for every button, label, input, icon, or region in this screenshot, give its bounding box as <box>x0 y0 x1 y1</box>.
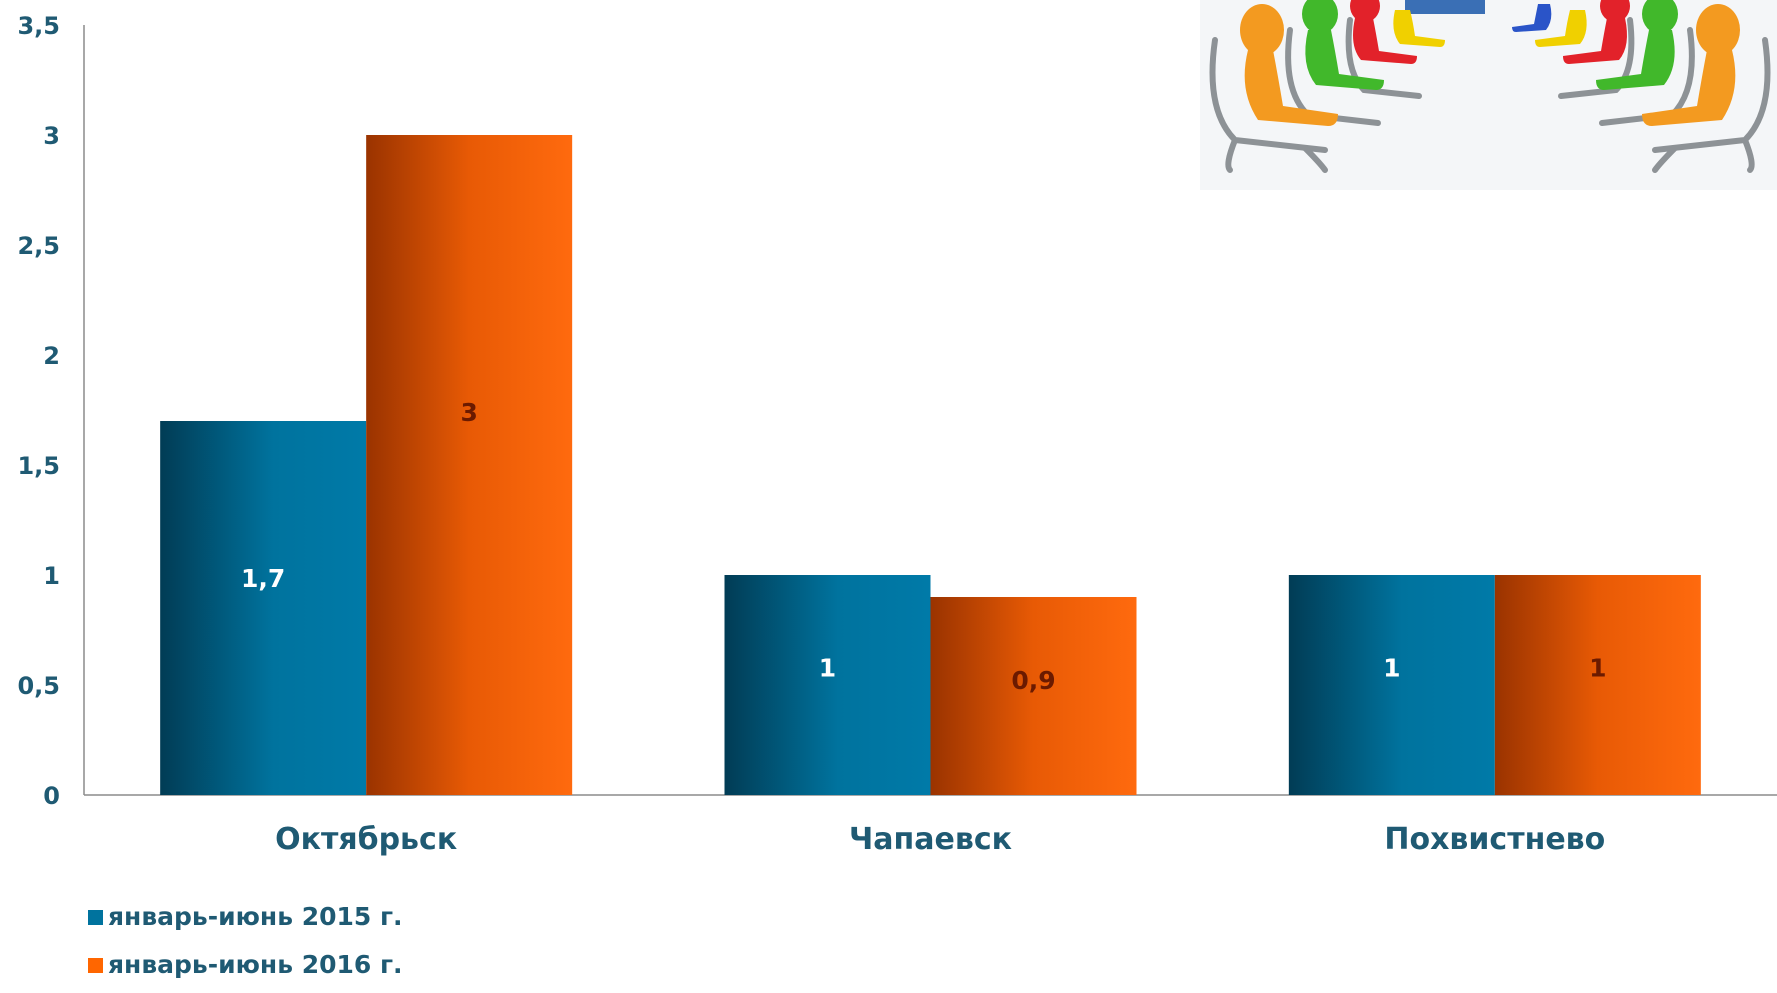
data-label: 1 <box>1383 653 1400 682</box>
data-label: 1 <box>1589 653 1606 682</box>
bar-1-2 <box>1494 575 1701 795</box>
bar-0-2 <box>1288 575 1495 795</box>
data-label: 1 <box>819 653 836 682</box>
data-label: 3 <box>460 398 477 427</box>
bar-1-1 <box>930 597 1137 795</box>
data-labels: 1,7 3 1 0,9 1 1 <box>241 398 1607 695</box>
y-tick-label: 2 <box>43 342 60 370</box>
legend-label: январь-июнь 2016 г. <box>108 950 403 979</box>
legend: январь-июнь 2015 г. январь-июнь 2016 г. <box>88 902 403 979</box>
data-label: 0,9 <box>1011 666 1055 695</box>
data-label: 1,7 <box>241 564 285 593</box>
y-tick-label: 1,5 <box>17 452 60 480</box>
x-tick-label: Похвистнево <box>1384 822 1605 857</box>
y-tick-label: 1 <box>43 562 60 590</box>
y-tick-label: 3 <box>43 122 60 150</box>
x-tick-labels: Октябрьск Чапаевск Похвистнево <box>275 822 1605 857</box>
meeting-people-chairs-icon <box>1200 0 1777 190</box>
y-tick-label: 0,5 <box>17 672 60 700</box>
legend-label: январь-июнь 2015 г. <box>108 902 403 931</box>
bar-0-0 <box>160 421 367 795</box>
bars <box>160 135 1701 795</box>
bar-1-0 <box>366 135 573 795</box>
y-tick-label: 3,5 <box>17 12 60 40</box>
legend-swatch <box>88 958 103 973</box>
y-tick-label: 0 <box>43 782 60 810</box>
legend-swatch <box>88 910 103 925</box>
x-tick-label: Октябрьск <box>275 822 457 857</box>
bar-0-1 <box>724 575 931 795</box>
x-tick-label: Чапаевск <box>849 822 1012 857</box>
y-tick-label: 2,5 <box>17 232 60 260</box>
